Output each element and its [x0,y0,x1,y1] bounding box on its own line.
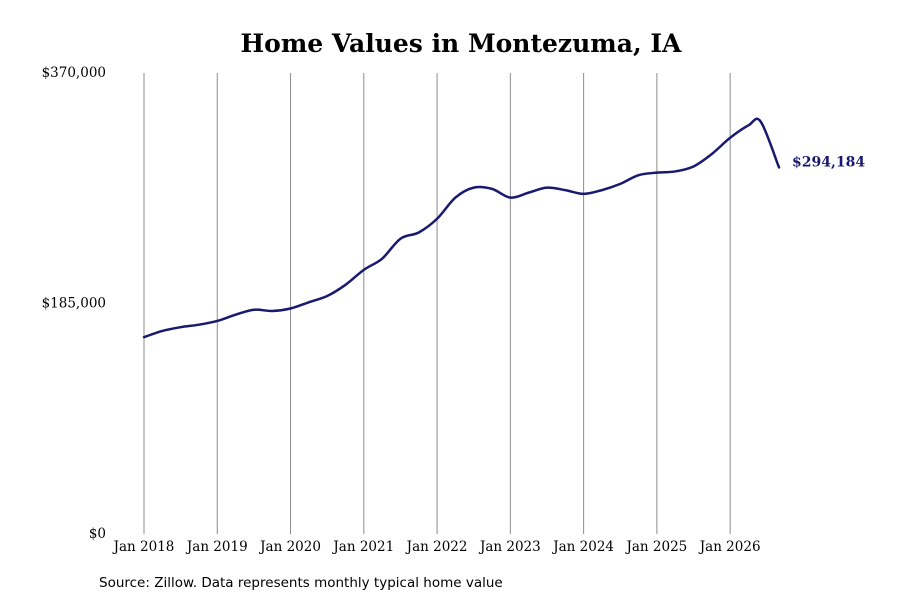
source-note: Source: Zillow. Data represents monthly … [99,575,503,591]
chart-title: Home Values in Montezuma, IA [241,29,682,58]
x-axis-ticks: Jan 2018 Jan 2019 Jan 2020 Jan 2021 Jan 2022… [112,539,761,555]
x-tick-label: Jan 2026 [698,539,761,555]
x-tick-label: Jan 2023 [478,539,541,555]
series-line [142,117,781,339]
x-tick-label: Jan 2021 [331,539,394,555]
x-tick-label: Jan 2022 [405,539,468,555]
y-tick-label: $185,000 [42,296,106,312]
x-tick-label: Jan 2018 [112,539,175,555]
end-value-label: $294,184 [792,154,865,170]
y-axis-ticks: $0 $185,000 $370,000 [42,65,106,542]
x-tick-label: Jan 2024 [551,539,614,555]
x-tick-label: Jan 2019 [185,539,248,555]
gridlines [143,73,731,534]
x-tick-label: Jan 2020 [258,539,321,555]
x-tick-label: Jan 2025 [624,539,687,555]
y-tick-label: $370,000 [42,65,106,81]
y-tick-label: $0 [89,526,106,542]
